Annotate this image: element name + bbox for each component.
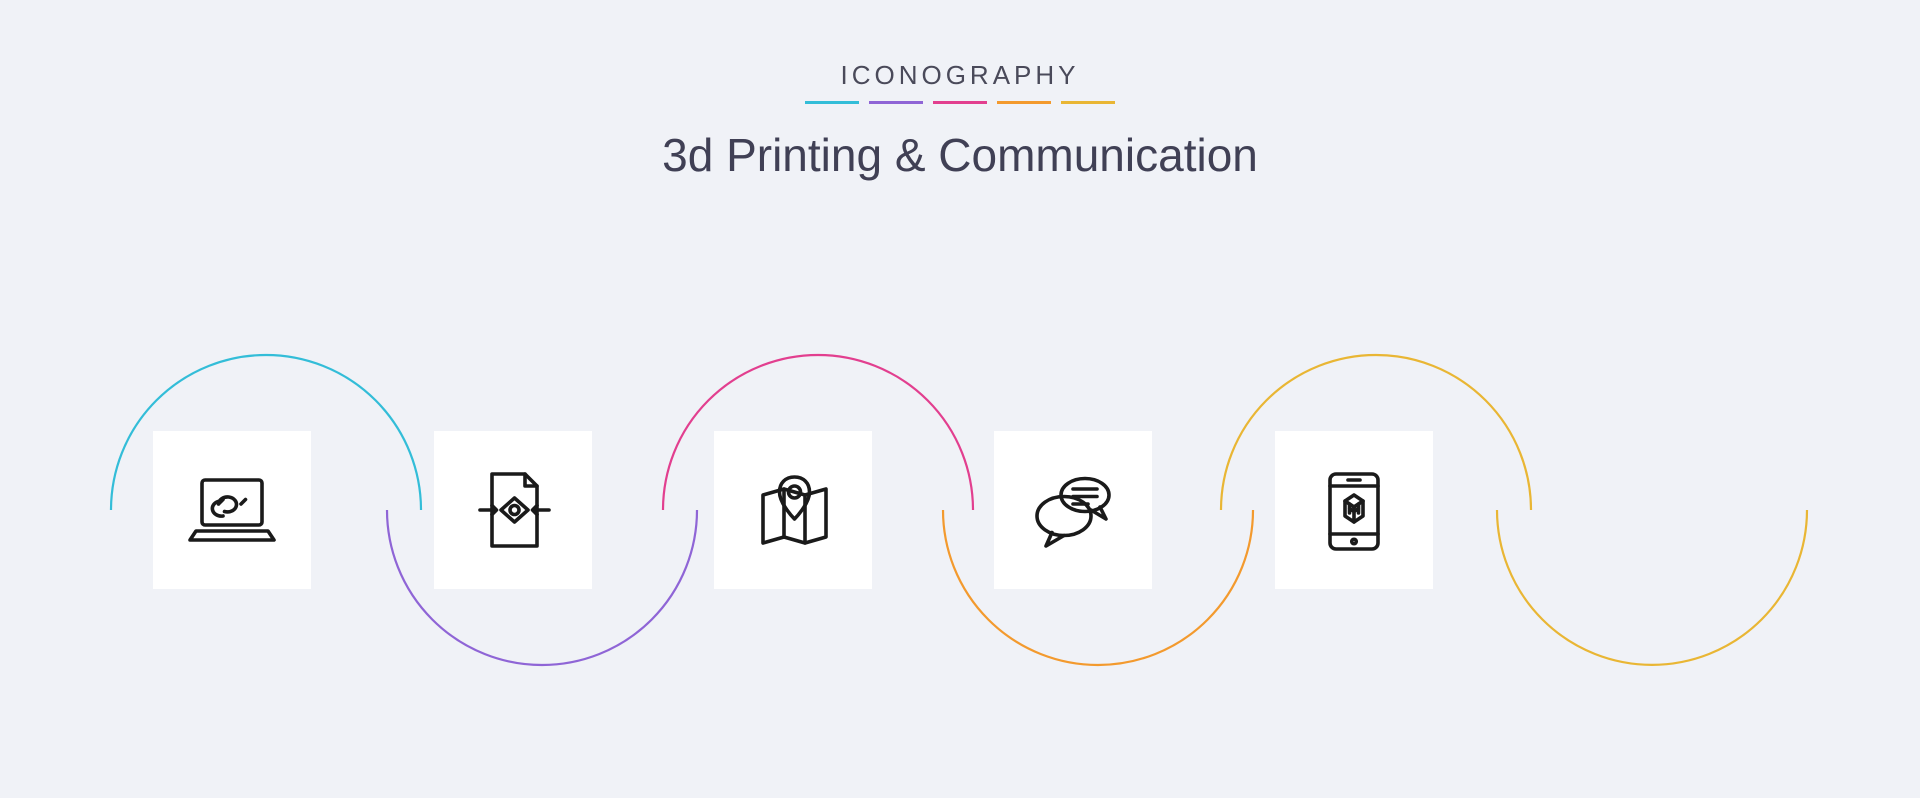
laptop-sync-icon-box <box>153 431 311 589</box>
brand-text: ICONOGRAPHY <box>0 60 1920 91</box>
brand-underline <box>869 101 923 104</box>
chat-bubbles-icon-box <box>994 431 1152 589</box>
brand-underline <box>997 101 1051 104</box>
file-target-icon <box>465 462 561 558</box>
map-pin-icon <box>745 462 841 558</box>
brand-underline <box>1061 101 1115 104</box>
page-title: 3d Printing & Communication <box>0 128 1920 182</box>
brand-underline <box>805 101 859 104</box>
brand-underlines <box>0 101 1920 104</box>
header: ICONOGRAPHY 3d Printing & Communication <box>0 0 1920 182</box>
brand-underline <box>933 101 987 104</box>
chat-bubbles-icon <box>1025 462 1121 558</box>
mobile-cube-icon-box <box>1275 431 1433 589</box>
laptop-sync-icon <box>184 462 280 558</box>
mobile-cube-icon <box>1306 462 1402 558</box>
file-target-icon-box <box>434 431 592 589</box>
map-pin-icon-box <box>714 431 872 589</box>
